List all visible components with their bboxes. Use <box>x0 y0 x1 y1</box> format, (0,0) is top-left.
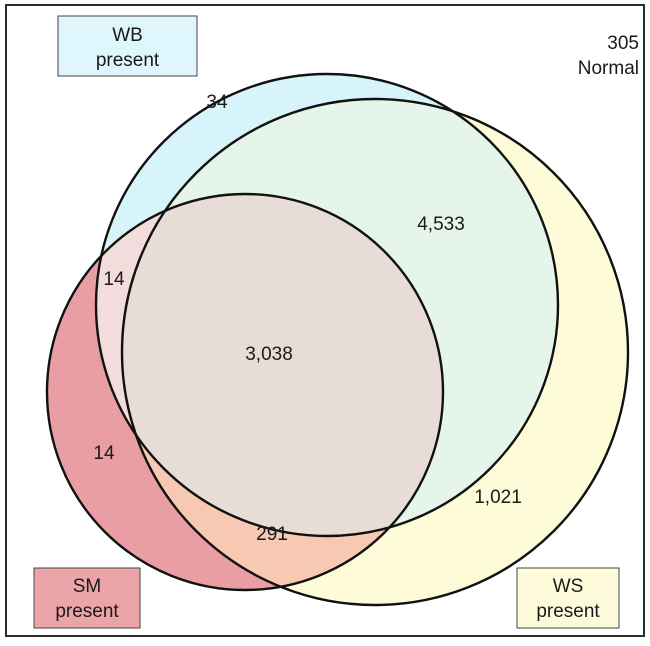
sm-legend-label-line1: SM <box>73 576 102 597</box>
region-sm-only-count: 14 <box>93 443 115 464</box>
region-ws-sm-count: 291 <box>256 524 288 545</box>
outside-count: 305 <box>607 33 639 54</box>
wb-set-outline <box>94 72 560 538</box>
region-wb-ws-count: 4,533 <box>417 214 465 235</box>
sm-legend-box: SM present <box>33 567 141 629</box>
ws-legend-label-line1: WS <box>553 576 584 597</box>
outside-label: Normal <box>578 58 639 79</box>
region-wb-only-count: 34 <box>206 92 228 113</box>
region-ws-only-count: 1,021 <box>474 487 522 508</box>
sm-set-outline <box>45 192 445 592</box>
sm-legend-label-line2: present <box>55 601 119 622</box>
region-all-three-count: 3,038 <box>245 344 293 365</box>
wb-legend-label-line2: present <box>96 50 160 71</box>
region-wb-sm-count: 14 <box>103 269 125 290</box>
wb-legend-label-line1: WB <box>112 25 143 46</box>
wb-legend-box: WB present <box>57 15 198 77</box>
ws-legend-label-line2: present <box>536 601 600 622</box>
ws-set-outline <box>120 97 630 607</box>
ws-legend-box: WS present <box>516 567 620 629</box>
